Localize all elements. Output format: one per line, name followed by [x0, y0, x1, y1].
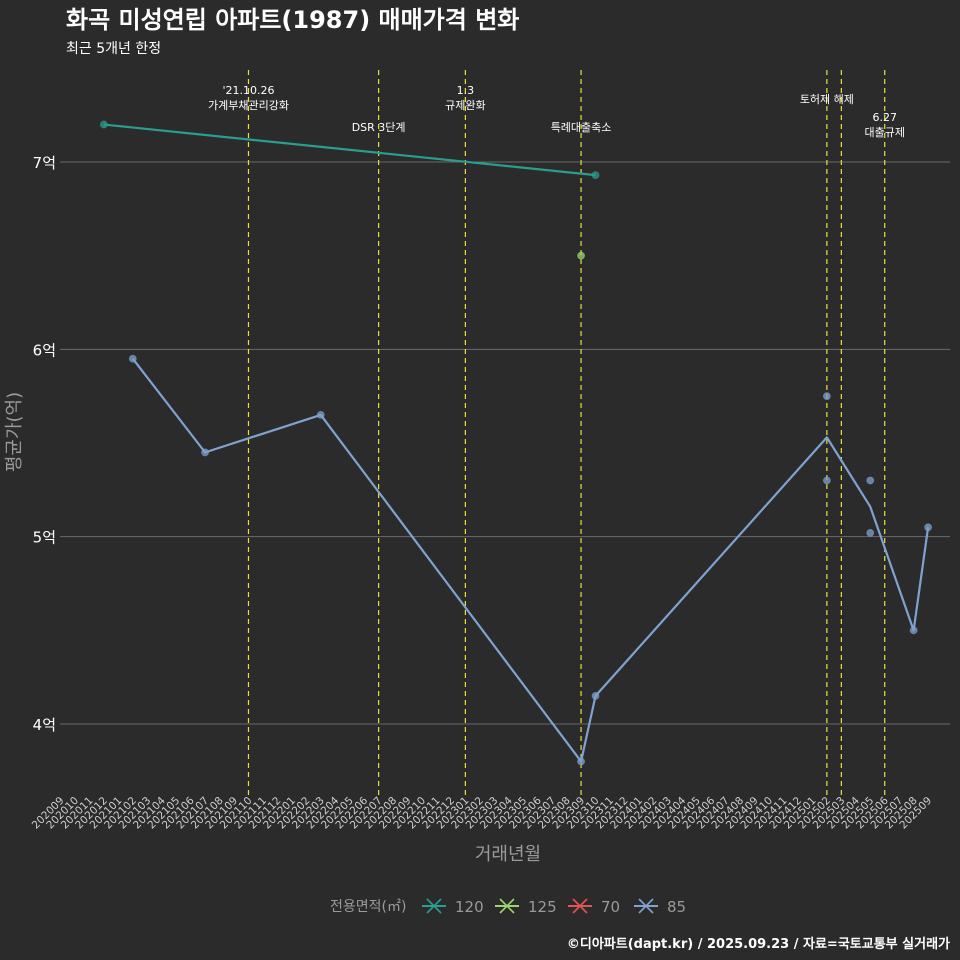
legend-key-cross [638, 898, 654, 914]
policy-annotation: 규제완화 [445, 99, 485, 112]
legend-key-cross [499, 898, 515, 914]
legend-label: 70 [601, 898, 620, 916]
policy-annotation: 1.3 [457, 84, 475, 97]
data-point-120 [99, 120, 108, 129]
policy-annotation: 토허제 해제 [800, 92, 854, 106]
policy-annotation: '21.10.26 [222, 84, 274, 97]
legend-item-85: 85 [634, 898, 686, 916]
policy-annotation: 6.27 [872, 111, 897, 124]
series-line-120 [103, 123, 596, 177]
policy-annotation: 대출규제 [864, 126, 904, 139]
data-point-85 [201, 448, 210, 457]
data-point-85 [866, 476, 875, 485]
chart-subtitle: 최근 5개년 한정 [66, 41, 161, 57]
legend-item-125: 125 [495, 898, 557, 916]
y-tick-label: 6억 [33, 341, 56, 359]
y-tick-label: 4억 [33, 716, 56, 734]
series-layer [99, 120, 933, 766]
legend-title: 전용면적(㎡) [330, 899, 406, 915]
legend-label: 125 [528, 898, 557, 916]
y-tick-label: 7억 [33, 154, 56, 172]
data-point-85 [128, 354, 137, 363]
legend-item-120: 120 [422, 898, 484, 916]
y-tick-label: 5억 [33, 529, 56, 547]
legend-label: 85 [667, 898, 686, 916]
data-point-85 [577, 757, 586, 766]
chart-caption: ©디아파트(dapt.kr) / 2025.09.23 / 자료=국토교통부 실… [567, 936, 950, 952]
legend-item-70: 70 [568, 898, 620, 916]
data-point-85 [822, 392, 831, 401]
grid-layer: 4억 5억 6억 7억 [33, 154, 950, 734]
policy-annotation: DSR 3단계 [352, 121, 406, 134]
legend: 전용면적(㎡) 120 125 70 85 [330, 898, 686, 916]
data-point-85 [591, 691, 600, 700]
data-point-85 [822, 476, 831, 485]
series-line-85 [131, 358, 930, 763]
policy-annotation: 특례대출축소 [551, 121, 612, 134]
policy-annotation: 가계부채관리강화 [208, 99, 289, 112]
data-point-125 [577, 251, 586, 260]
data-point-85 [866, 528, 875, 537]
data-point-120 [591, 171, 600, 180]
data-point-85 [316, 410, 325, 419]
x-axis-ticks: 2020092020102020112020122021012021022021… [30, 794, 934, 831]
data-point-85 [924, 523, 933, 532]
legend-key-cross [572, 898, 588, 914]
chart-title: 화곡 미성연립 아파트(1987) 매매가격 변화 [66, 6, 519, 34]
legend-key-cross [426, 898, 442, 914]
data-point-85 [909, 626, 918, 635]
y-axis-label: 평균가(억) [4, 392, 25, 472]
x-axis-label: 거래년월 [475, 844, 541, 865]
legend-label: 120 [455, 898, 484, 916]
